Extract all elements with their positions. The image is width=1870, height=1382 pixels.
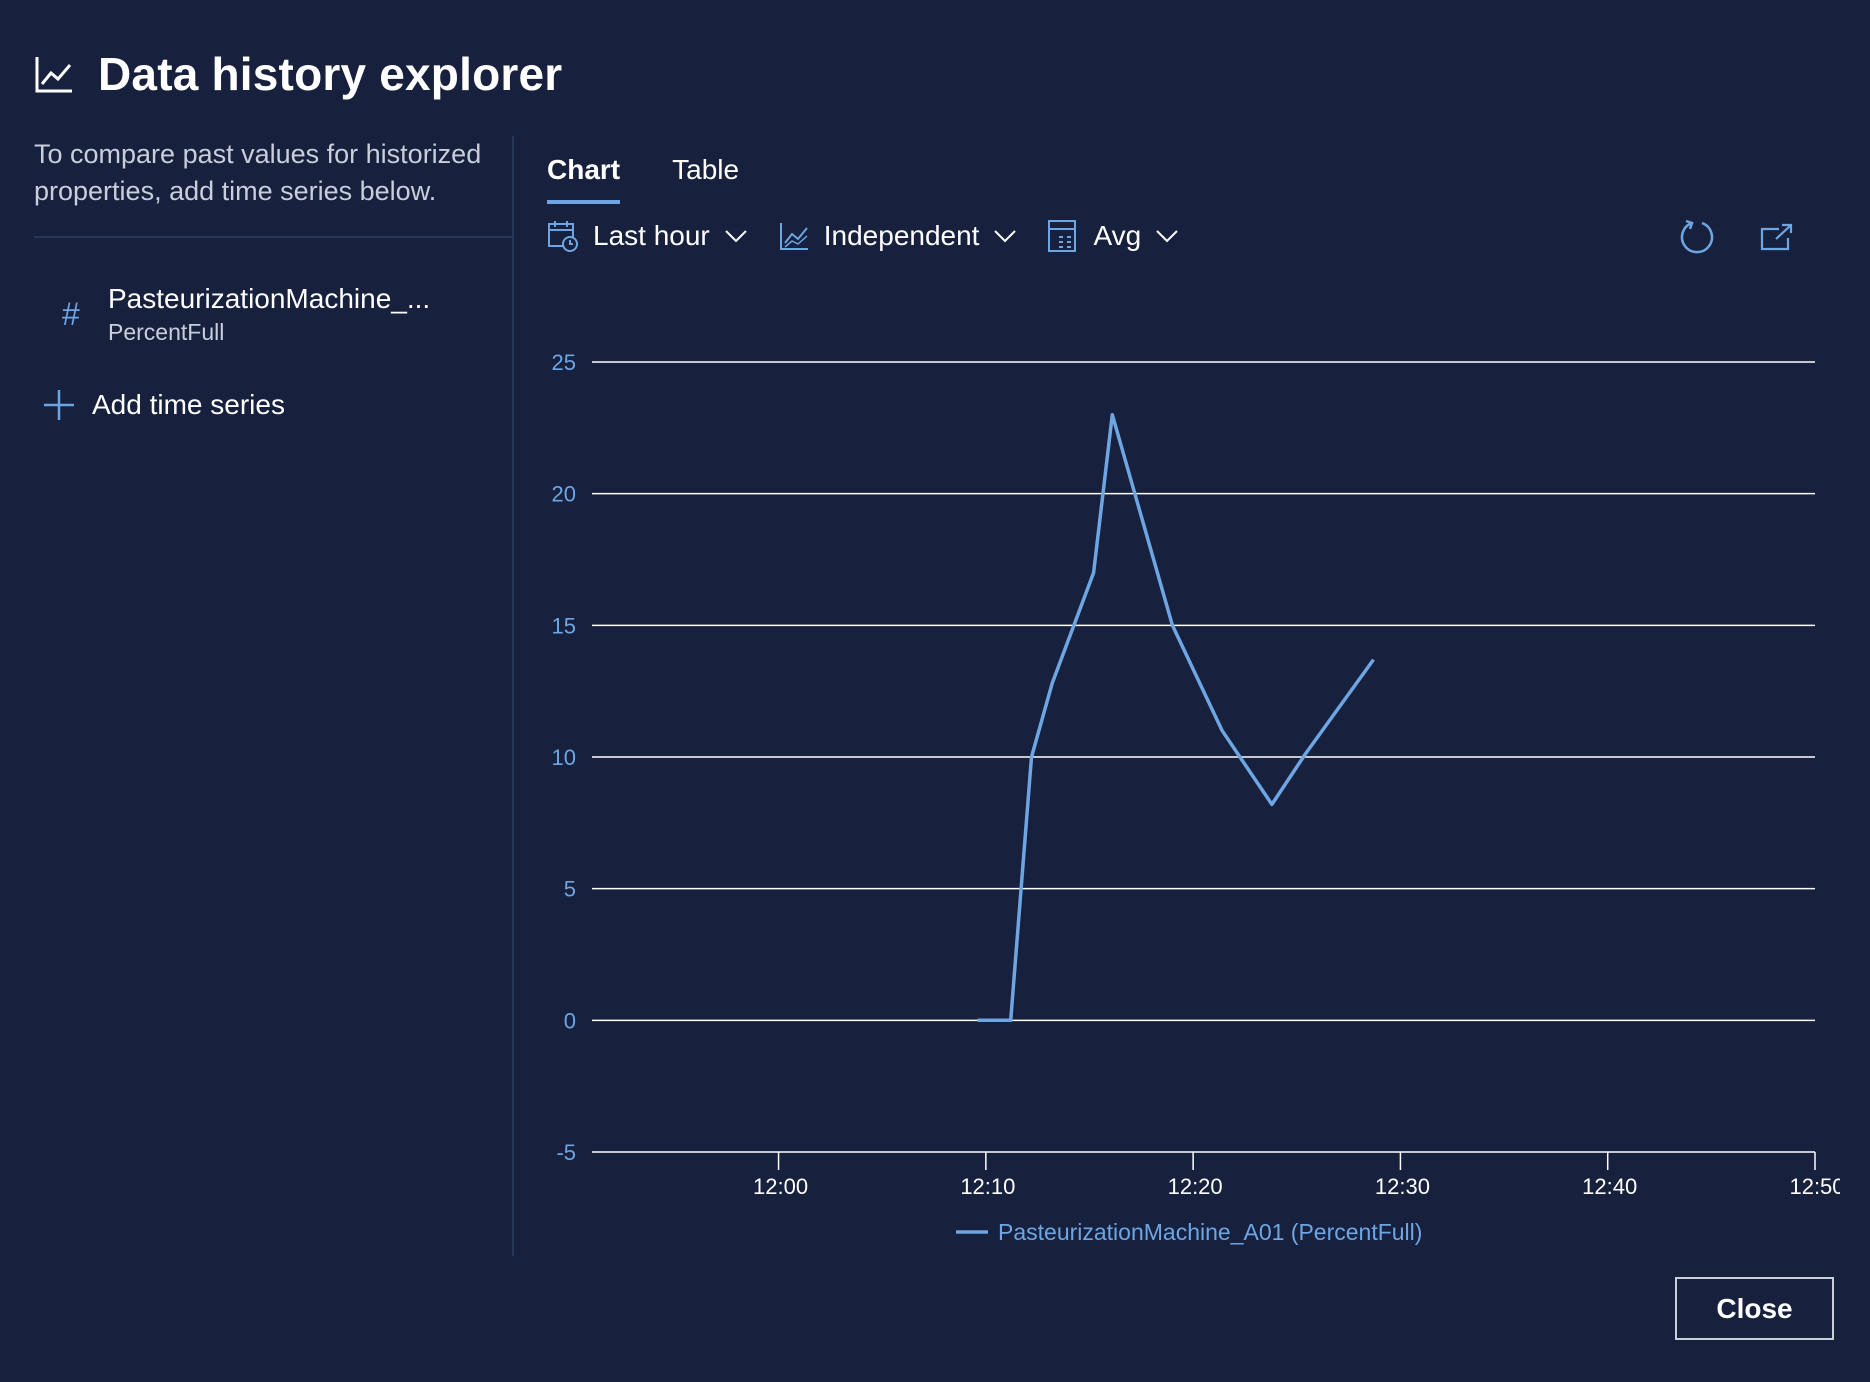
series-text: PasteurizationMachine_... PercentFull: [108, 282, 430, 348]
time-range-label: Last hour: [593, 220, 710, 251]
axis-mode-dropdown[interactable]: Independent: [778, 219, 1018, 253]
chart-legend: PasteurizationMachine_A01 (PercentFull): [956, 1219, 1422, 1245]
legend-label: PasteurizationMachine_A01 (PercentFull): [998, 1219, 1422, 1245]
calculator-icon: [1048, 220, 1077, 252]
page-title: Data history explorer: [98, 48, 563, 100]
refresh-icon[interactable]: [1678, 218, 1716, 256]
y-tick-label: 20: [552, 482, 576, 507]
axis-mode-label: Independent: [823, 220, 980, 251]
chevron-down-icon: [725, 230, 747, 243]
plus-icon: [44, 390, 74, 420]
sidebar-divider: [34, 236, 512, 238]
series-property: PercentFull: [108, 319, 225, 345]
y-axis-ticks: 25 20 15 10 5 0 -5: [552, 350, 576, 1165]
view-tabs: Chart Table: [547, 154, 791, 204]
aggregation-dropdown[interactable]: Avg: [1047, 219, 1179, 253]
calendar-clock-icon: [548, 221, 578, 252]
series-item[interactable]: # PasteurizationMachine_... PercentFull: [62, 282, 430, 348]
x-tick-label: 12:50: [1789, 1174, 1840, 1199]
tab-chart[interactable]: Chart: [547, 154, 621, 204]
line-chart-icon: [35, 57, 72, 93]
x-tick-label: 12:30: [1375, 1174, 1430, 1199]
line-chart-icon: [779, 223, 808, 250]
series-name: PasteurizationMachine_...: [108, 283, 431, 314]
y-tick-label: 10: [552, 745, 576, 770]
title-row: Data history explorer: [34, 44, 562, 104]
x-tick-label: 12:40: [1582, 1174, 1637, 1199]
sidebar-description: To compare past values for historized pr…: [34, 139, 482, 206]
chart-series: [977, 412, 1375, 1023]
open-in-new-window-icon[interactable]: [1759, 222, 1793, 252]
tab-table[interactable]: Table: [672, 154, 740, 185]
close-button[interactable]: Close: [1675, 1277, 1834, 1340]
hash-icon: #: [62, 296, 80, 332]
aggregation-label: Avg: [1093, 220, 1142, 251]
x-tick-label: 12:10: [960, 1174, 1015, 1199]
x-axis-ticks: 12:00 12:10 12:20 12:30 12:40 12:50: [753, 1152, 1840, 1199]
chart-grid: [592, 361, 1815, 1153]
add-time-series-button[interactable]: Add time series: [42, 388, 285, 422]
chevron-down-icon: [994, 230, 1017, 243]
y-tick-label: 0: [564, 1008, 576, 1033]
y-tick-label: 25: [552, 350, 576, 375]
x-tick-label: 12:20: [1168, 1174, 1223, 1199]
chevron-down-icon: [1156, 230, 1178, 243]
series-line: [977, 412, 1375, 1023]
y-tick-label: -5: [556, 1140, 576, 1165]
y-tick-label: 15: [552, 613, 576, 638]
add-time-series-label: Add time series: [92, 389, 285, 420]
panel-divider: [512, 136, 514, 1256]
sidebar: To compare past values for historized pr…: [34, 136, 512, 1256]
y-tick-label: 5: [564, 877, 576, 902]
chart-toolbar: Last hour Independent Avg: [547, 214, 1209, 258]
x-tick-label: 12:00: [753, 1174, 808, 1199]
time-range-dropdown[interactable]: Last hour: [547, 219, 748, 253]
